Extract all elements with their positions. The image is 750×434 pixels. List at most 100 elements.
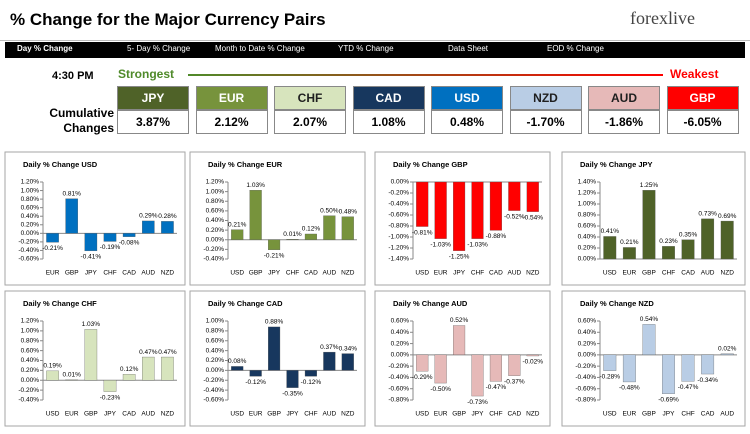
- x-tick-label: USD: [415, 411, 429, 418]
- nav-item[interactable]: YTD % Change: [338, 44, 394, 53]
- y-tick-label: -0.60%: [388, 212, 409, 219]
- bar: [642, 324, 656, 356]
- x-tick-label: GBP: [84, 411, 98, 418]
- y-tick-label: -0.60%: [388, 385, 409, 392]
- value-label: -0.73%: [467, 399, 488, 406]
- bar: [453, 181, 466, 251]
- nav-item[interactable]: Day % Change: [17, 44, 73, 53]
- nav-item[interactable]: Month to Date % Change: [215, 44, 305, 53]
- chart-title: Daily % Change GBP: [393, 160, 468, 169]
- y-tick-label: 0.60%: [578, 318, 597, 325]
- y-tick-label: -0.40%: [203, 256, 224, 263]
- x-tick-label: NZD: [526, 411, 540, 418]
- value-label: 0.47%: [158, 349, 177, 356]
- y-tick-label: 0.80%: [206, 328, 225, 335]
- x-tick-label: AUD: [507, 270, 521, 277]
- bar: [84, 233, 98, 252]
- y-tick-label: 0.80%: [21, 196, 40, 203]
- value-label: -0.48%: [619, 385, 640, 392]
- nav-item[interactable]: EOD % Change: [547, 44, 604, 53]
- bar: [286, 370, 299, 388]
- x-tick-label: AUD: [701, 270, 715, 277]
- x-tick-label: CHF: [286, 270, 299, 277]
- x-tick-label: NZD: [341, 270, 355, 277]
- bar: [701, 218, 715, 260]
- x-tick-label: CHF: [662, 270, 675, 277]
- value-label: -0.41%: [81, 254, 102, 261]
- currency-name: USD: [431, 86, 503, 110]
- value-label: -0.23%: [100, 394, 121, 401]
- value-label: -0.02%: [522, 359, 543, 366]
- x-tick-label: CHF: [489, 411, 502, 418]
- value-label: -1.03%: [430, 241, 451, 248]
- y-tick-label: 0.60%: [206, 208, 225, 215]
- y-tick-label: -1.20%: [388, 245, 409, 252]
- bar: [526, 181, 539, 212]
- value-label: -0.37%: [504, 378, 525, 385]
- bar: [286, 239, 299, 240]
- bar: [526, 354, 539, 357]
- value-label: -0.47%: [486, 384, 507, 391]
- y-tick-label: 0.60%: [578, 223, 597, 230]
- x-tick-label: AUD: [322, 270, 336, 277]
- x-tick-label: NZD: [341, 411, 355, 418]
- value-label: -1.25%: [449, 253, 470, 260]
- x-tick-label: CAD: [507, 411, 521, 418]
- y-tick-label: 0.40%: [21, 213, 40, 220]
- bar: [622, 247, 636, 260]
- currency-change: 2.07%: [274, 110, 346, 134]
- bar: [471, 354, 484, 397]
- currency-change: -6.05%: [666, 110, 739, 134]
- value-label: 0.19%: [43, 363, 62, 370]
- bar: [122, 233, 136, 237]
- value-label: 0.52%: [450, 317, 469, 324]
- bar: [122, 374, 136, 381]
- bar: [453, 325, 466, 356]
- value-label: 0.12%: [120, 366, 139, 373]
- y-tick-label: 1.20%: [21, 179, 40, 186]
- bar: [304, 233, 317, 240]
- x-tick-label: USD: [603, 270, 617, 277]
- currency-change: 0.48%: [431, 110, 503, 134]
- chart-title: Daily % Change CAD: [208, 299, 283, 308]
- chart-panel: [561, 290, 746, 427]
- x-tick-label: NZD: [721, 270, 735, 277]
- y-tick-label: 1.00%: [578, 201, 597, 208]
- bar: [249, 370, 262, 377]
- value-label: -1.03%: [467, 241, 488, 248]
- value-label: -0.47%: [678, 384, 699, 391]
- y-tick-label: 0.00%: [578, 352, 597, 359]
- currency-name: JPY: [117, 86, 189, 110]
- y-tick-label: -0.20%: [203, 246, 224, 253]
- value-label: 0.73%: [698, 211, 717, 218]
- value-label: 0.69%: [718, 213, 737, 220]
- chart-panel: [374, 290, 551, 427]
- y-tick-label: 0.00%: [206, 236, 225, 243]
- bar: [161, 221, 174, 234]
- bar: [662, 354, 675, 394]
- bar: [434, 181, 447, 239]
- value-label: -0.69%: [658, 397, 679, 404]
- nav-item[interactable]: 5- Day % Change: [127, 44, 191, 53]
- x-tick-label: CAD: [122, 270, 136, 277]
- bar: [323, 215, 336, 240]
- currency-name: GBP: [666, 86, 739, 110]
- value-label: 0.81%: [62, 190, 81, 197]
- value-label: -0.19%: [100, 244, 121, 251]
- bar: [416, 354, 429, 372]
- nav-item[interactable]: Data Sheet: [448, 44, 489, 53]
- y-tick-label: 0.40%: [206, 217, 225, 224]
- y-tick-label: -0.20%: [575, 363, 596, 370]
- value-label: 0.02%: [718, 345, 737, 352]
- x-tick-label: CHF: [681, 411, 694, 418]
- y-tick-label: -0.20%: [18, 387, 39, 394]
- x-tick-label: GBP: [249, 270, 263, 277]
- bar: [489, 181, 502, 231]
- y-tick-label: 0.60%: [21, 204, 40, 211]
- y-tick-label: -0.40%: [18, 247, 39, 254]
- currency-name: AUD: [588, 86, 660, 110]
- y-tick-label: -0.40%: [203, 387, 224, 394]
- value-label: -0.12%: [245, 379, 266, 386]
- strength-line: [188, 74, 663, 76]
